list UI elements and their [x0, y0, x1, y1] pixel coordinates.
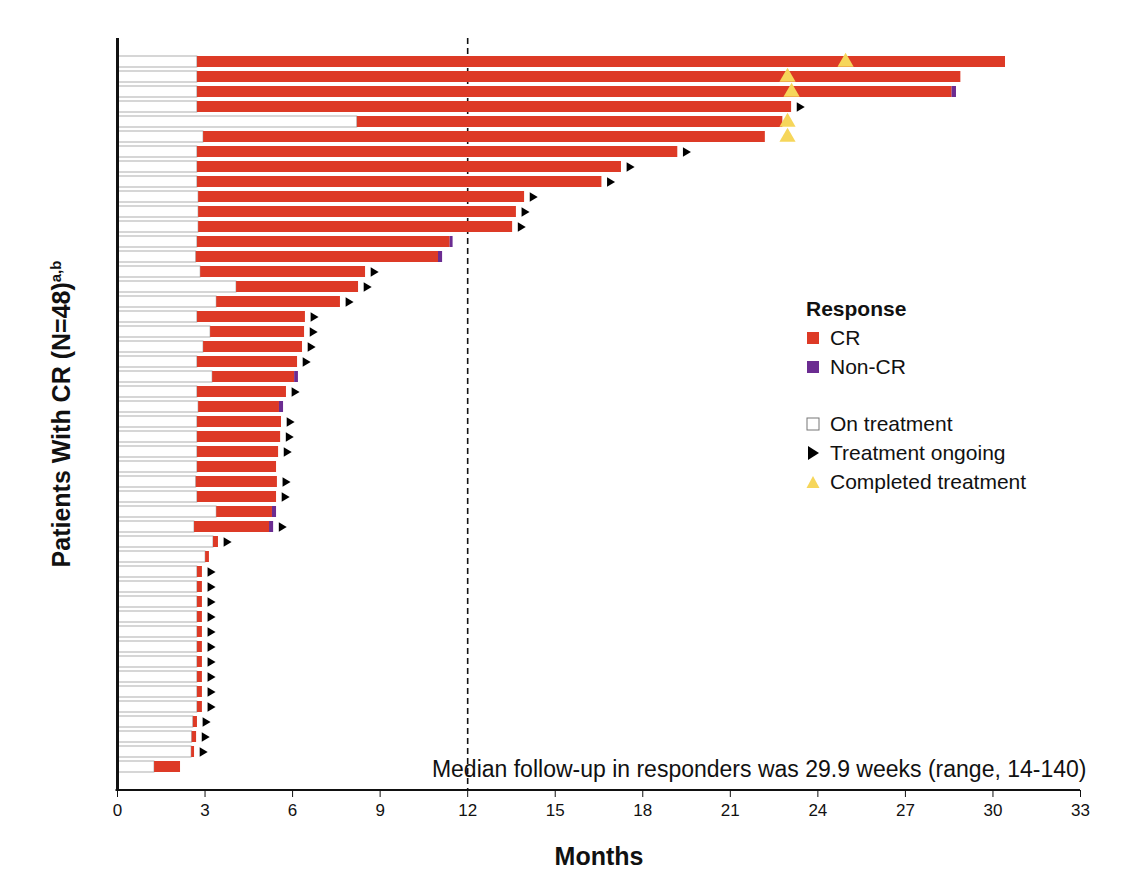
svg-text:33: 33: [1071, 801, 1090, 820]
svg-text:27: 27: [896, 801, 915, 820]
html-text:Response: Response: [806, 297, 907, 320]
svg-text:Patients With CR (N=48)a,b: Patients With CR (N=48)a,b: [47, 261, 75, 568]
svg-text:15: 15: [546, 801, 565, 820]
svg-text:3: 3: [200, 801, 209, 820]
html-text:Non-CR: Non-CR: [830, 355, 906, 378]
svg-text:12: 12: [458, 801, 477, 820]
svg-text:6: 6: [288, 801, 297, 820]
svg-text:30: 30: [983, 801, 1002, 820]
html-text:Completed treatment: Completed treatment: [830, 470, 1027, 493]
svg-text:21: 21: [721, 801, 740, 820]
svg-text:9: 9: [375, 801, 384, 820]
svg-text:0: 0: [113, 801, 122, 820]
html-text:On treatment: On treatment: [830, 412, 953, 435]
svg-text:Median follow-up in responders: Median follow-up in responders was 29.9 …: [432, 756, 1087, 782]
svg-text:18: 18: [633, 801, 652, 820]
html-text:CR: CR: [830, 326, 861, 349]
svg-text:Months: Months: [555, 842, 644, 870]
svg-text:24: 24: [808, 801, 827, 820]
html-text:Treatment ongoing: Treatment ongoing: [830, 441, 1006, 464]
